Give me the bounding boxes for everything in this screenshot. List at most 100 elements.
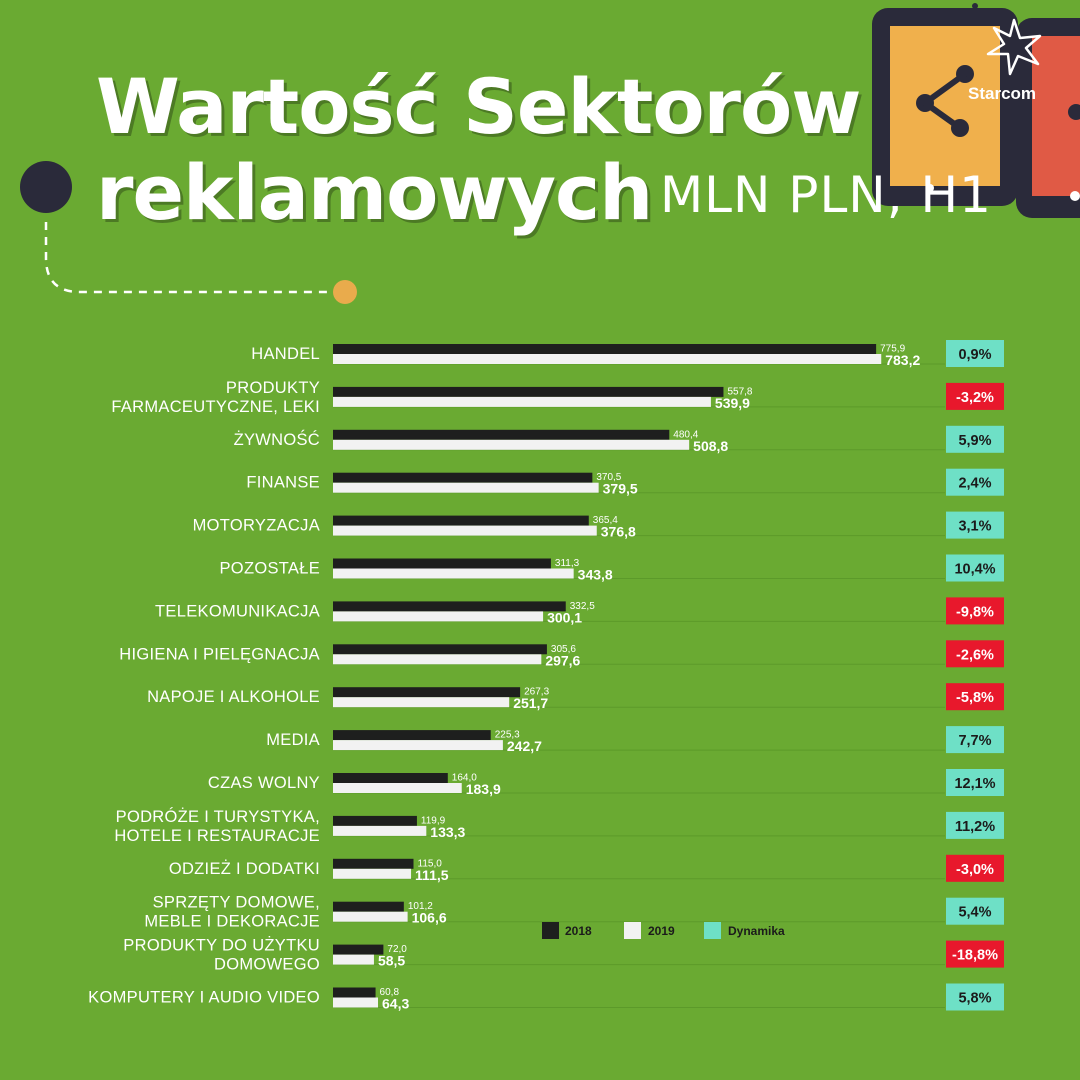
bar-2018 — [333, 472, 593, 483]
bar-2019 — [333, 439, 690, 450]
value-label-2019: 300,1 — [547, 609, 582, 625]
bar-2019 — [333, 825, 427, 836]
value-label-2018: 164,0 — [452, 773, 477, 784]
dynamika-label: 5,4% — [958, 905, 991, 921]
legend-swatch-dynamika — [704, 922, 721, 939]
value-label-2018: 72,0 — [387, 944, 407, 955]
category-label: POZOSTAŁE — [220, 560, 321, 578]
category-label: KOMPUTERY I AUDIO VIDEO — [88, 989, 320, 1007]
value-label-2018: 480,4 — [673, 429, 698, 440]
value-label-2018: 267,3 — [524, 687, 549, 698]
bar-2019 — [333, 783, 462, 793]
bar-2019 — [333, 611, 544, 622]
dynamika-label: -3,0% — [956, 862, 994, 878]
dynamika-label: 5,9% — [958, 433, 991, 449]
value-label-2018: 332,5 — [570, 601, 595, 612]
orange-dot — [333, 280, 357, 304]
value-label-2019: 183,9 — [466, 781, 501, 797]
bar-2018 — [333, 558, 551, 569]
value-label-2019: 64,3 — [382, 996, 409, 1012]
dynamika-label: -9,8% — [956, 604, 994, 620]
value-label-2019: 251,7 — [513, 695, 548, 711]
category-label: PRODUKTY DO UŻYTKU DOMOWEGO — [123, 936, 320, 974]
value-label-2019: 133,3 — [430, 824, 465, 840]
value-label-2018: 101,2 — [408, 901, 433, 912]
dynamika-badge — [946, 597, 1004, 625]
value-label-2019: 508,8 — [693, 438, 728, 454]
bar-2019 — [333, 525, 597, 536]
bar-2019 — [333, 868, 412, 879]
dynamika-label: -2,6% — [956, 647, 994, 663]
value-label-2018: 365,4 — [593, 515, 618, 526]
starcom-logo: Starcom — [968, 18, 1042, 103]
bar-2018 — [333, 815, 417, 826]
dashed-connector — [44, 222, 330, 294]
category-label: ŻYWNOŚĆ — [234, 430, 320, 449]
bar-2019 — [333, 697, 510, 708]
page-title-unit: MLN PLN, H1 — [660, 166, 992, 224]
dynamika-badge — [946, 769, 1004, 796]
value-label-2018: 775,9 — [880, 344, 905, 355]
dynamika-label: 2,4% — [958, 476, 991, 492]
value-label-2018: 60,8 — [380, 987, 400, 998]
bar-2018 — [333, 858, 414, 869]
category-label: FINANSE — [246, 474, 320, 492]
starcom-brand-text: Starcom — [968, 84, 1036, 103]
value-label-2018: 115,0 — [418, 858, 443, 869]
dynamika-badge — [946, 382, 1004, 410]
chart-row: PRODUKTY DO UŻYTKU DOMOWEGO 72,058,5 -18,8% — [123, 936, 1004, 974]
bar-2018 — [333, 644, 547, 655]
category-label: ODZIEŻ I DODATKI — [169, 859, 320, 878]
bar-2018 — [333, 344, 877, 354]
bar-2019 — [333, 396, 711, 407]
category-label: SPRZĘTY DOMOWE, MEBLE I DEKORACJE — [144, 894, 320, 931]
category-label: MEDIA — [266, 731, 320, 749]
bar-2019 — [333, 568, 574, 579]
value-label-2019: 539,9 — [715, 395, 750, 411]
dynamika-label: 0,9% — [958, 347, 991, 363]
value-label-2019: 343,8 — [578, 567, 613, 583]
chart-legend: 2018 2019 Dynamika — [542, 922, 785, 939]
legend-label-dynamika: Dynamika — [728, 924, 785, 938]
bar-2018 — [333, 515, 589, 526]
category-label: MOTORYZACJA — [193, 517, 320, 535]
bar-2018 — [333, 429, 670, 440]
legend-swatch-2018 — [542, 922, 559, 939]
orange-phone-icon — [872, 8, 1018, 206]
value-label-2019: 242,7 — [507, 738, 542, 754]
dark-dot — [20, 161, 72, 213]
category-label: TELEKOMUNIKACJA — [155, 602, 320, 620]
category-label: HANDEL — [251, 345, 320, 363]
dynamika-label: 11,2% — [955, 819, 995, 835]
value-label-2018: 370,5 — [596, 472, 621, 483]
category-label: PRODUKTY FARMACEUTYCZNE, LEKI — [111, 379, 320, 416]
value-label-2018: 311,3 — [555, 558, 580, 569]
dynamika-badge — [946, 640, 1004, 668]
chart-row: KOMPUTERY I AUDIO VIDEO 60,864,3 5,8% — [88, 983, 1004, 1012]
category-label: HIGIENA I PIELĘGNACJA — [119, 645, 320, 663]
value-label-2018: 557,8 — [727, 386, 752, 397]
dynamika-badge — [946, 468, 1004, 496]
category-label: CZAS WOLNY — [208, 774, 320, 792]
value-label-2019: 106,6 — [412, 910, 447, 926]
dynamika-badge — [946, 854, 1004, 882]
value-label-2019: 297,6 — [545, 652, 580, 668]
dynamika-label: -18,8% — [952, 948, 998, 964]
red-phone-icon — [1016, 18, 1080, 218]
value-label-2018: 305,6 — [551, 644, 576, 655]
dynamika-label: -5,8% — [956, 690, 994, 706]
bar-2019 — [333, 740, 503, 751]
legend-swatch-2019 — [624, 922, 641, 939]
bar-2019 — [333, 954, 374, 965]
